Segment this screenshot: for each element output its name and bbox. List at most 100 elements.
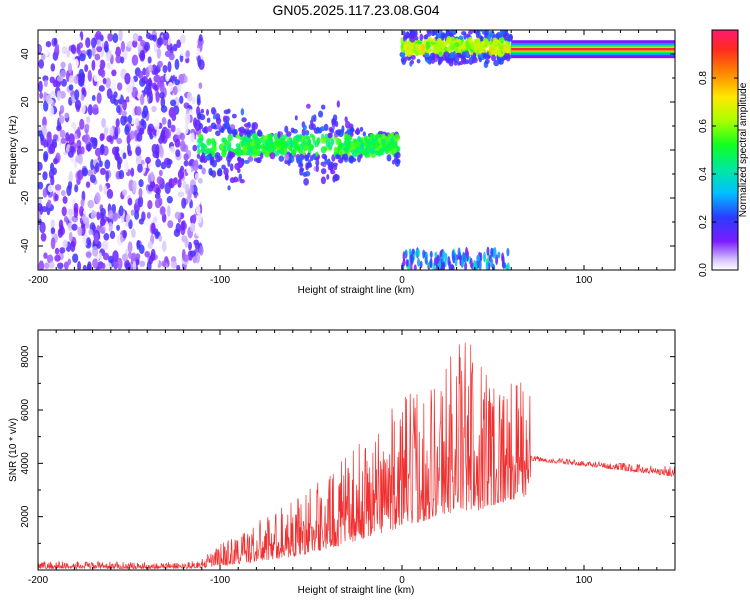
signal-blob	[215, 123, 222, 130]
noise-blob	[69, 145, 76, 153]
residue-blob	[457, 247, 461, 258]
signal-blob	[284, 154, 290, 161]
noise-blob	[170, 99, 177, 107]
noise-blob	[99, 59, 106, 70]
signal-blob	[208, 167, 213, 176]
noise-blob	[105, 77, 111, 89]
noise-blob	[59, 247, 66, 254]
noise-blob	[142, 67, 147, 76]
noise-blob	[192, 254, 197, 264]
noise-blob	[68, 214, 73, 223]
noise-blob	[147, 56, 152, 64]
noise-blob	[42, 116, 47, 128]
noise-blob	[84, 64, 89, 73]
noise-blob	[138, 179, 144, 188]
noise-blob	[194, 173, 199, 180]
noise-blob	[161, 240, 167, 252]
noise-blob	[81, 87, 86, 94]
noise-blob	[58, 115, 65, 124]
noise-blob	[155, 187, 161, 195]
noise-blob	[192, 160, 199, 172]
alias-blob	[403, 43, 408, 52]
signal-blob	[244, 135, 248, 143]
noise-blob	[99, 218, 106, 227]
noise-blob	[80, 146, 85, 155]
noise-blob	[94, 53, 101, 61]
noise-blob	[60, 190, 66, 197]
noise-blob	[181, 197, 187, 209]
alias-blob	[406, 32, 411, 38]
alias-blob	[468, 56, 474, 65]
signal-blob	[344, 116, 348, 123]
noise-blob	[129, 130, 135, 140]
signal-blob	[277, 131, 281, 139]
noise-blob	[118, 205, 124, 217]
alias-blob	[434, 45, 439, 51]
signal-blob	[315, 126, 321, 133]
noise-blob	[63, 216, 69, 223]
noise-blob	[144, 250, 150, 258]
alias-blob	[500, 36, 505, 44]
noise-blob	[93, 72, 99, 82]
signal-blob	[239, 130, 244, 137]
alias-blob	[458, 35, 464, 41]
noise-blob	[73, 58, 79, 68]
signal-blob	[214, 152, 221, 158]
noise-blob	[113, 260, 119, 268]
noise-blob	[136, 132, 143, 142]
noise-blob	[49, 261, 55, 269]
signal-blob	[273, 140, 277, 149]
noise-blob	[182, 254, 190, 262]
alias-blob	[491, 54, 497, 62]
signal-blob	[229, 152, 236, 158]
noise-blob	[67, 258, 72, 266]
signal-blob	[247, 156, 254, 162]
noise-blob	[177, 169, 185, 180]
signal-blob	[221, 164, 226, 170]
noise-blob	[170, 260, 178, 269]
noise-blob	[94, 232, 99, 245]
alias-blob	[482, 53, 487, 59]
signal-blob	[303, 177, 309, 186]
noise-blob	[47, 184, 54, 193]
signal-blob	[312, 153, 316, 161]
signal-blob	[327, 164, 334, 171]
noise-blob	[120, 115, 127, 126]
alias-blob	[403, 56, 408, 62]
noise-blob	[54, 184, 62, 191]
alias-blob	[400, 37, 404, 45]
noise-blob	[135, 253, 141, 260]
residue-blob	[486, 246, 490, 256]
noise-blob	[131, 54, 139, 66]
noise-blob	[149, 132, 154, 140]
noise-blob	[90, 209, 96, 220]
noise-blob	[116, 137, 123, 145]
signal-blob	[211, 151, 216, 158]
noise-blob	[59, 224, 64, 232]
signal-blob	[279, 134, 286, 142]
noise-blob	[132, 39, 138, 48]
signal-blob	[315, 164, 319, 173]
x-tick-label: -200	[28, 575, 48, 586]
noise-blob	[38, 181, 44, 190]
residue-blob	[439, 250, 443, 257]
noise-blob	[176, 39, 182, 48]
noise-blob	[127, 241, 133, 253]
noise-blob	[146, 260, 152, 270]
signal-blob	[395, 151, 401, 159]
noise-blob	[167, 118, 172, 129]
noise-blob	[166, 158, 173, 166]
noise-blob	[111, 203, 117, 214]
signal-blob	[322, 162, 327, 168]
noise-blob	[73, 75, 79, 85]
colorbar-tick-label: 0.4	[698, 167, 709, 181]
alias-blob	[498, 45, 504, 50]
signal-blob	[354, 140, 361, 148]
noise-blob	[172, 85, 178, 96]
noise-blob	[161, 117, 167, 125]
noise-blob	[87, 261, 92, 270]
noise-blob	[85, 123, 90, 131]
signal-blob	[246, 131, 251, 138]
noise-blob	[137, 195, 144, 208]
signal-blob	[254, 138, 258, 143]
